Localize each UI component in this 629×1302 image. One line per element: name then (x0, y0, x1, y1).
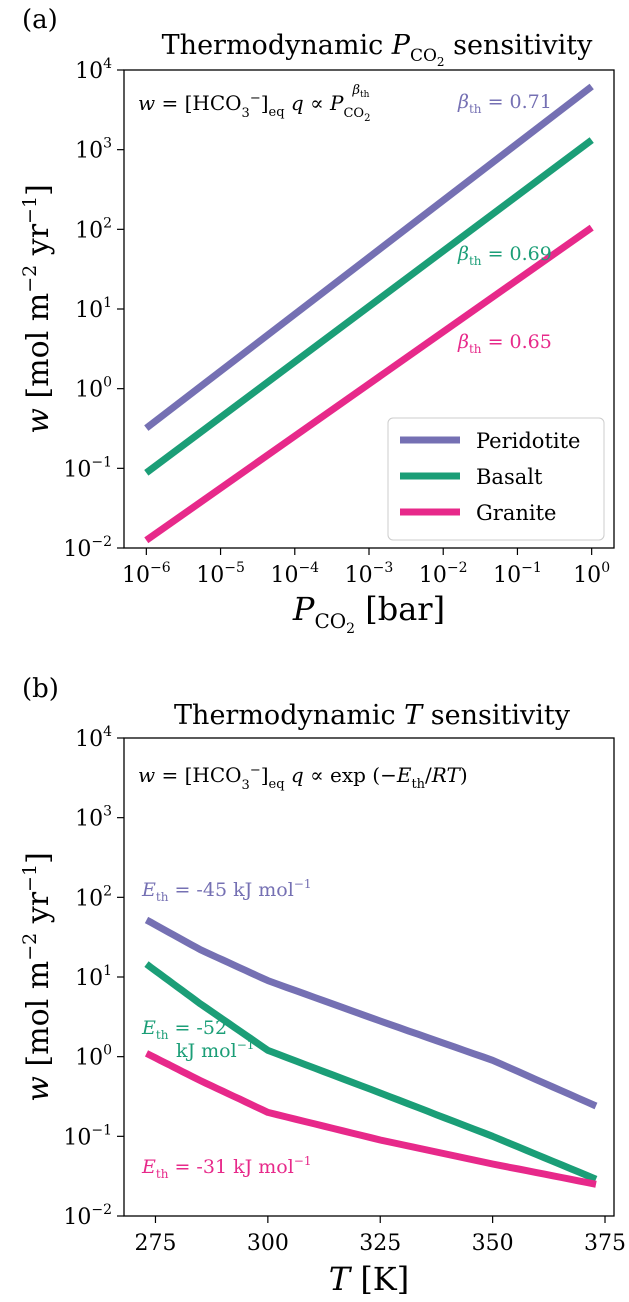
panel-a-legend: Peridotite Basalt Granite (387, 417, 605, 541)
panel-b-x-label: T [K] (329, 1260, 409, 1298)
panel-a-x-ticks: 10−6 10−5 10−4 10−3 10−2 10−1 100 (122, 548, 610, 588)
x-tick-label: 10−3 (345, 560, 394, 588)
x-tick-label: 10−5 (196, 560, 245, 588)
series-line-peridotite (144, 83, 594, 431)
x-tick-label: 100 (573, 560, 610, 588)
panel-b-x-ticks: 275 300 325 350 375 (134, 1216, 626, 1256)
series-line-granite (144, 224, 594, 544)
x-tick-label: 10−2 (419, 560, 468, 588)
x-tick-label: 300 (247, 1231, 289, 1256)
x-tick-label: 10−6 (122, 560, 171, 588)
panel-b-label: (b) (22, 674, 59, 704)
panel-a-axes-frame (123, 69, 615, 549)
panel-a-x-label: PCO2 [bar] (292, 590, 445, 637)
peridotite-energy-label: Eth = -45 kJ mol−1 (141, 877, 311, 904)
basalt-energy-unit: kJ mol−1 (176, 1038, 254, 1062)
series-line-basalt (144, 137, 594, 476)
panel-b-y-label: w [mol m−2 yr−1] (19, 852, 56, 1102)
x-tick-label: 275 (134, 1231, 176, 1256)
y-tick-label: 102 (75, 883, 112, 911)
y-tick-label: 10−2 (63, 534, 112, 562)
x-tick-label: 375 (584, 1231, 626, 1256)
legend-peridotite-label: Peridotite (476, 429, 580, 453)
y-tick-label: 101 (75, 295, 112, 323)
panel-b-lines (144, 916, 598, 1188)
y-tick-label: 100 (75, 375, 112, 403)
peridotite-beta-label: βth = 0.71 (457, 91, 552, 116)
panel-b-axes-frame (123, 737, 615, 1217)
y-tick-label: 101 (75, 963, 112, 991)
granite-beta-label: βth = 0.65 (457, 331, 552, 356)
y-tick-label: 10−1 (63, 454, 112, 482)
y-tick-label: 100 (75, 1043, 112, 1071)
panel-a-y-label: w [mol m−2 yr−1] (19, 184, 56, 434)
series-line-basalt (144, 961, 598, 1183)
panel-a-title: Thermodynamic PCO2 sensitivity (162, 30, 593, 69)
y-tick-label: 10−2 (63, 1202, 112, 1230)
y-tick-label: 102 (75, 215, 112, 243)
series-line-granite (144, 1050, 597, 1188)
series-line-peridotite (144, 916, 598, 1110)
x-tick-label: 350 (472, 1231, 514, 1256)
panel-a-y-ticks: 10−2 10−1 100 101 102 103 104 (63, 56, 124, 562)
panel-a-label: (a) (22, 5, 58, 35)
panel-b: (b) Thermodynamic T sensitivity 10−2 10−1… (19, 674, 626, 1298)
y-tick-label: 103 (75, 136, 112, 164)
basalt-beta-label: βth = 0.69 (457, 243, 552, 268)
panel-b-title: Thermodynamic T sensitivity (174, 700, 571, 731)
y-tick-label: 104 (75, 56, 112, 84)
y-tick-label: 10−1 (63, 1122, 112, 1150)
basalt-energy-label: Eth = -52 (141, 1017, 227, 1042)
legend-basalt-label: Basalt (476, 465, 543, 489)
x-tick-label: 10−1 (493, 560, 542, 588)
x-tick-label: 325 (359, 1231, 401, 1256)
granite-energy-label: Eth = -31 kJ mol−1 (141, 1154, 311, 1181)
y-tick-label: 103 (75, 804, 112, 832)
panel-b-formula: w = [HCO3−]eq q ∝ exp (−Eth/RT) (138, 763, 468, 793)
panel-a-lines (144, 83, 594, 544)
x-tick-label: 10−4 (270, 560, 319, 588)
panel-a: (a) Thermodynamic PCO2 sensitivity 10−21… (19, 5, 615, 637)
legend-granite-label: Granite (476, 501, 556, 525)
panel-a-formula: w = [HCO3−]eq q ∝ PCO2βth (138, 83, 370, 124)
y-tick-label: 104 (75, 724, 112, 752)
panel-b-y-ticks: 10−2 10−1 100 101 102 103 104 (63, 724, 124, 1230)
